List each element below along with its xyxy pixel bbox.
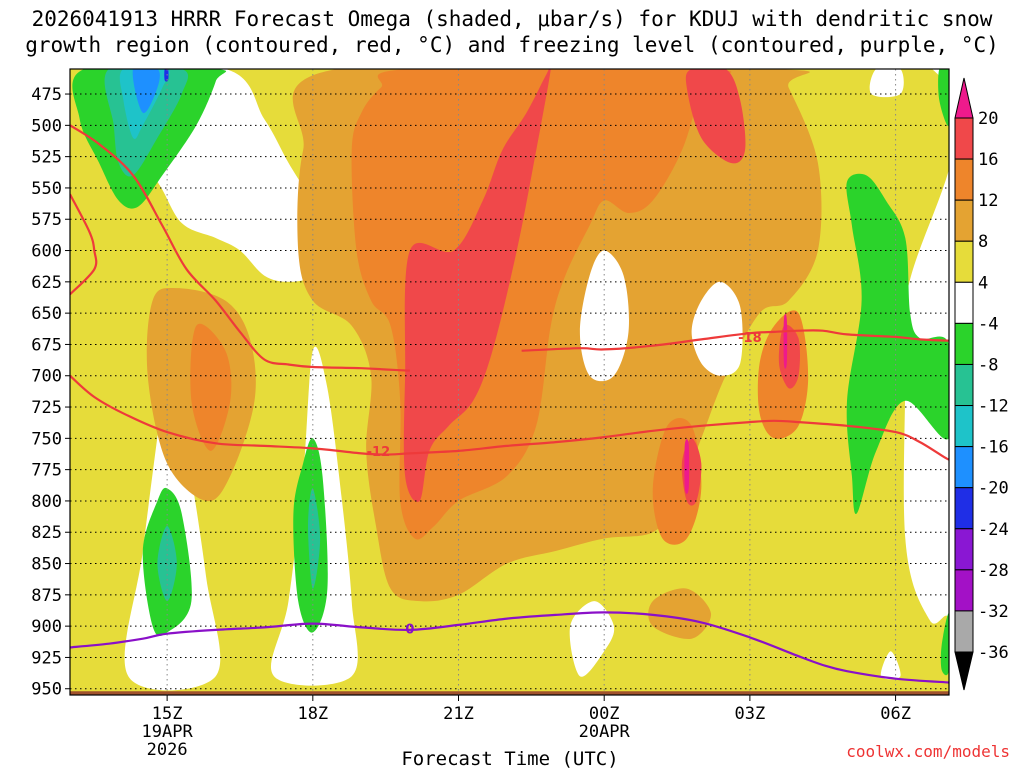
- x-tick-label-00Z: 00Z: [589, 704, 620, 724]
- contour-dgz_upper_18C_east: [521, 329, 949, 352]
- contour-dgz_lower_12C: [70, 374, 949, 461]
- colorbar-bin-10: [954, 487, 974, 530]
- contour-labels: -12 -18 0: [367, 331, 762, 638]
- y-tick-label-775: 775: [31, 461, 62, 481]
- x-tick-sublabel-15Z-1: 2026: [147, 740, 188, 760]
- y-tick-label-725: 725: [31, 398, 62, 418]
- omega-region-22: [783, 313, 788, 369]
- contour-dgz_upper_18C_left: [70, 193, 98, 296]
- plot-frame: [69, 68, 950, 696]
- contour-freezing_0C: [70, 611, 949, 684]
- x-tick-label-03Z: 03Z: [735, 704, 766, 724]
- omega-region-17: [403, 69, 551, 502]
- omega-region-28: [940, 613, 949, 676]
- colorbar-bin-9: [954, 446, 974, 489]
- colorbar-label-8: -16: [978, 438, 1009, 458]
- y-tick-label-675: 675: [31, 335, 62, 355]
- colorbar-label-7: -12: [978, 397, 1009, 417]
- colorbar-label-0: 20: [978, 109, 998, 129]
- y-tick-label-650: 650: [31, 304, 62, 324]
- y-tick-label-925: 925: [31, 648, 62, 668]
- x-tick-label-15Z: 15Z: [152, 704, 183, 724]
- y-tick-label-875: 875: [31, 586, 62, 606]
- y-tick-label-850: 850: [31, 555, 62, 575]
- omega-region-34: [164, 69, 169, 82]
- colorbar-label-5: -4: [978, 314, 998, 334]
- contour-dgz_upper_18C_main: [70, 124, 410, 372]
- y-tick-label-625: 625: [31, 273, 62, 293]
- x-tick-sublabel-15Z-0: 19APR: [142, 722, 194, 742]
- omega-region-33: [132, 69, 160, 113]
- omega-region-6: [880, 651, 901, 680]
- ground-strip: [70, 691, 949, 695]
- colorbar-label-3: 8: [978, 232, 988, 252]
- colorbar-label-10: -24: [978, 520, 1009, 540]
- ground-layer: [70, 691, 949, 695]
- omega-region-12: [691, 281, 743, 376]
- colorbar-bin-13: [954, 610, 974, 653]
- omega-region-2: [196, 144, 226, 182]
- colorbar-label-11: -28: [978, 561, 1009, 581]
- x-tick-label-06Z: 06Z: [880, 704, 911, 724]
- omega-region-30: [157, 526, 177, 602]
- colorbar-bin-6: [954, 322, 974, 365]
- y-tick-label-475: 475: [31, 85, 62, 105]
- colorbar-label-6: -8: [978, 355, 998, 375]
- chart-title-line-1: 2026041913 HRRR Forecast Omega (shaded, …: [31, 7, 993, 31]
- omega-shading: [70, 69, 949, 695]
- contour-label-1: -18: [738, 331, 762, 346]
- colorbar-bin-3: [954, 199, 974, 242]
- x-tick-sublabel-00Z-0: 20APR: [579, 722, 631, 742]
- omega-region-27: [938, 69, 949, 127]
- colorbar-bin-4: [954, 240, 974, 283]
- x-tick-label-18Z: 18Z: [297, 704, 328, 724]
- colorbar-label-4: 4: [978, 273, 988, 293]
- contour-label-2: 0: [405, 623, 414, 638]
- y-tick-label-525: 525: [31, 148, 62, 168]
- colorbar-bin-5: [954, 281, 974, 324]
- omega-region-18: [685, 69, 746, 164]
- y-tick-label-500: 500: [31, 116, 62, 136]
- colorbar-bin-8: [954, 405, 974, 448]
- x-axis-label: Forecast Time (UTC): [401, 748, 618, 768]
- y-tick-label-750: 750: [31, 429, 62, 449]
- y-tick-label-600: 600: [31, 242, 62, 262]
- colorbar-bin-7: [954, 363, 974, 407]
- colorbar-bottom-arrow: [954, 651, 974, 691]
- y-tick-label-700: 700: [31, 367, 62, 387]
- y-tick-label-575: 575: [31, 210, 62, 230]
- y-tick-label-900: 900: [31, 617, 62, 637]
- credit-text: coolwx.com/models: [846, 742, 1010, 761]
- x-tick-label-21Z: 21Z: [443, 704, 474, 724]
- y-tick-label-800: 800: [31, 492, 62, 512]
- y-tick-label-825: 825: [31, 523, 62, 543]
- y-tick-label-550: 550: [31, 179, 62, 199]
- colorbar-label-12: -32: [978, 602, 1009, 622]
- colorbar-bin-11: [954, 528, 974, 571]
- colorbar-label-13: -36: [978, 643, 1009, 663]
- colorbar-label-1: 16: [978, 150, 998, 170]
- colorbar: 20 16 12 8 4 -4 -8 -12 -16 -20 -24 -28 -32 -36: [954, 77, 1009, 691]
- colorbar-label-2: 12: [978, 191, 998, 211]
- chart-title-line-2: growth region (contoured, red, °C) and f…: [25, 33, 999, 57]
- y-tick-label-950: 950: [31, 680, 62, 700]
- omega-region-14: [190, 323, 232, 451]
- contour-label-0: -12: [367, 445, 391, 460]
- y-axis: 475 500 525 550 575 600 625 650 675 700 725 750 775 8…: [31, 85, 70, 700]
- contour-lines: [70, 124, 949, 684]
- colorbar-bin-2: [954, 158, 974, 201]
- colorbar-top-arrow: [954, 77, 974, 119]
- colorbar-label-9: -20: [978, 479, 1009, 499]
- colorbar-bin-12: [954, 569, 974, 612]
- colorbar-bin-1: [954, 117, 974, 160]
- omega-region-21: [684, 439, 690, 494]
